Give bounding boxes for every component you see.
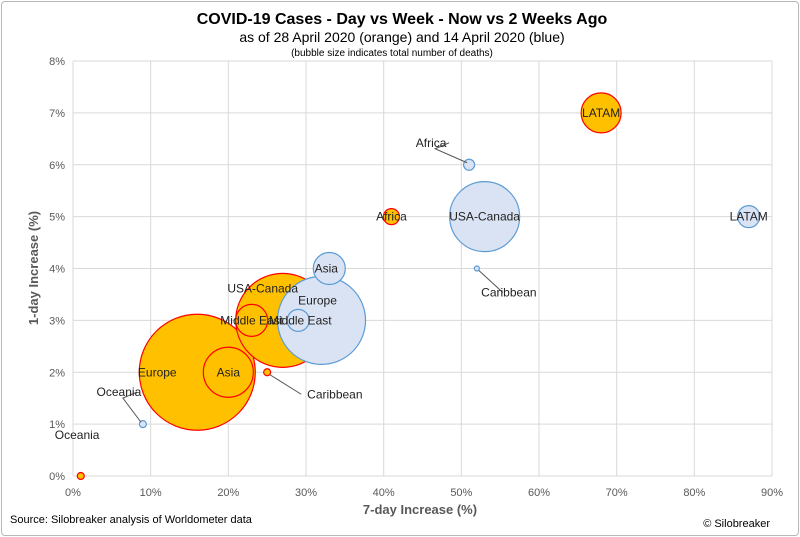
bubble-apr28-africa (382, 208, 401, 226)
x-tick-label: 0% (65, 487, 81, 499)
bubble-label: Asia (315, 262, 339, 276)
bubble-label: Caribbean (481, 286, 536, 300)
copyright-note: © Silobreaker (703, 518, 770, 530)
chart-subtitle: as of 28 April 2020 (orange) and 14 Apri… (239, 29, 564, 45)
bubble-label: Caribbean (307, 387, 362, 401)
bubble-label: Middle East (269, 313, 332, 327)
x-axis-label: 7-day Increase (%) (363, 502, 477, 517)
chart-title: COVID-19 Cases - Day vs Week - Now vs 2 … (197, 11, 608, 28)
x-tick-label: 60% (528, 487, 550, 499)
bubble-label: Middle East (220, 313, 283, 327)
bubble-apr14-middle-east (286, 308, 310, 332)
bubble-label: Europe (138, 365, 177, 379)
bubble-apr28-caribbean (263, 368, 272, 377)
tick-labels: 0% 10% 20% 30% 40% 50% 60% 70% 80% 90% 0% 1% 2% 3% 4% 5… (49, 56, 783, 499)
x-tick-label: 90% (761, 487, 783, 499)
chart-note: (bubble size indicates total number of d… (291, 48, 493, 59)
bubble-label: Oceania (55, 428, 100, 442)
x-tick-label: 20% (217, 487, 239, 499)
bubble-apr14-oceania (138, 420, 147, 429)
y-tick-label: 1% (49, 419, 65, 431)
bubble-label: LATAM (582, 106, 620, 120)
bubble-label: USA-Canada (227, 281, 298, 295)
bubble-label: USA-Canada (449, 210, 520, 224)
y-tick-label: 2% (49, 367, 65, 379)
x-tick-label: 70% (606, 487, 628, 499)
label-leader-line (433, 142, 468, 164)
label-leader-line (268, 373, 302, 395)
bubble-apr28-europe (138, 313, 256, 431)
bubble-label: Asia (217, 365, 241, 379)
label-leader-line (478, 270, 504, 293)
bubble-apr28-middle-east (235, 303, 269, 337)
bubble-apr14-africa (463, 158, 476, 171)
y-tick-label: 6% (49, 160, 65, 172)
bubble-apr14-usa-canada (449, 181, 521, 253)
bubbles (76, 92, 761, 481)
bubble-label: Europe (298, 293, 337, 307)
bubble-apr14-latam (737, 205, 761, 229)
y-axis-label: 1-day Increase (%) (26, 211, 41, 325)
bubble-apr14-caribbean (473, 265, 480, 272)
bubble-label: LATAM (730, 210, 768, 224)
x-tick-label: 10% (140, 487, 162, 499)
bubble-apr28-asia (202, 346, 254, 398)
bubble-apr28-oceania (76, 471, 85, 481)
y-tick-label: 7% (49, 108, 65, 120)
label-leader-line (122, 391, 142, 423)
y-tick-label: 0% (49, 471, 65, 483)
x-tick-label: 80% (683, 487, 705, 499)
bubble-apr28-latam (580, 92, 622, 134)
y-tick-label: 4% (49, 264, 65, 276)
source-note: Source: Silobreaker analysis of Worldome… (10, 514, 253, 526)
x-tick-label: 50% (450, 487, 472, 499)
bubble-label: Oceania (97, 385, 142, 399)
bubble-apr14-asia (312, 251, 346, 286)
x-tick-label: 30% (295, 487, 317, 499)
y-tick-label: 3% (49, 315, 65, 327)
x-tick-label: 40% (373, 487, 395, 499)
bubble-label: Africa (376, 210, 407, 224)
y-tick-label: 5% (49, 212, 65, 224)
bubble-label: Africa (416, 136, 447, 150)
y-tick-label: 8% (49, 56, 65, 68)
